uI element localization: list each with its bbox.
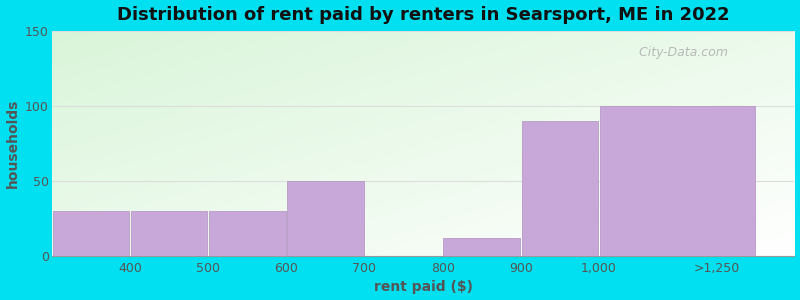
X-axis label: rent paid ($): rent paid ($) bbox=[374, 280, 473, 294]
Text: City-Data.com: City-Data.com bbox=[631, 46, 728, 59]
Bar bbox=[600, 106, 754, 256]
Bar bbox=[287, 181, 364, 256]
Bar bbox=[443, 238, 520, 256]
Bar bbox=[53, 211, 129, 256]
Bar bbox=[209, 211, 286, 256]
Bar bbox=[130, 211, 207, 256]
Bar bbox=[522, 121, 598, 256]
Title: Distribution of rent paid by renters in Searsport, ME in 2022: Distribution of rent paid by renters in … bbox=[117, 6, 730, 24]
Y-axis label: households: households bbox=[6, 99, 19, 188]
